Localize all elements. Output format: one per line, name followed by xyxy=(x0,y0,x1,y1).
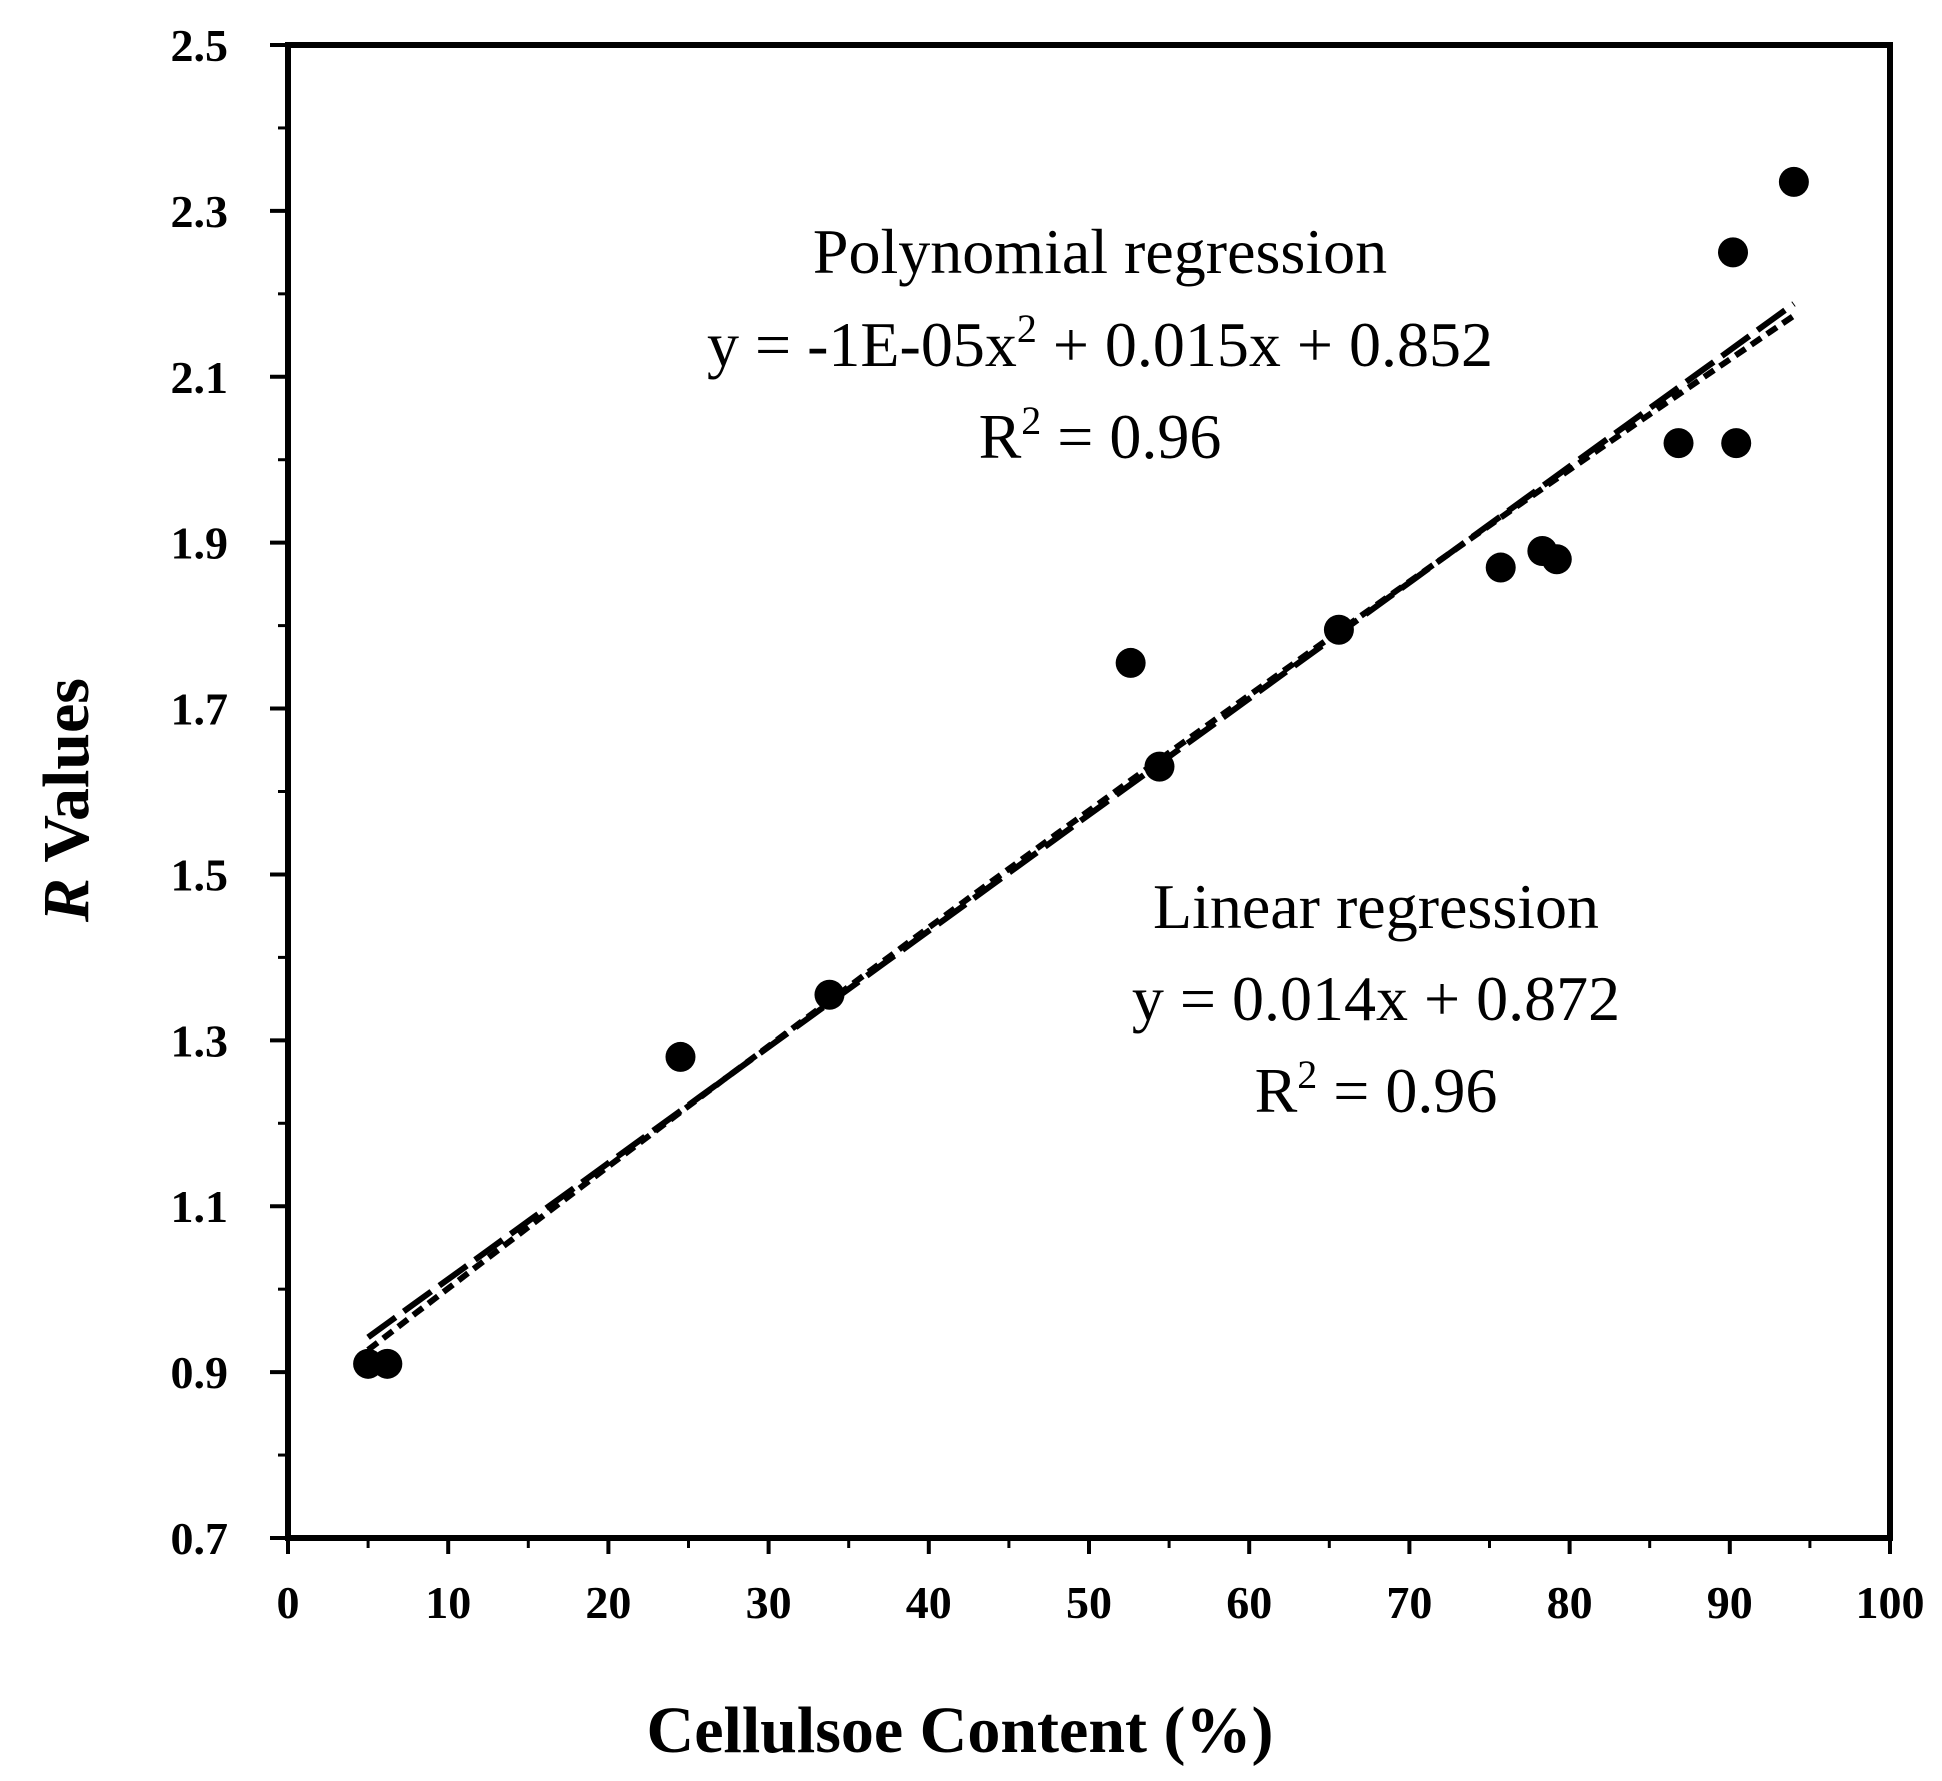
poly-regression-equation: y = -1E-05x2 + 0.015x + 0.852 xyxy=(707,306,1493,380)
x-tick-label: 60 xyxy=(1226,1577,1272,1628)
x-tick-label: 80 xyxy=(1547,1577,1593,1628)
y-tick-label: 1.5 xyxy=(171,849,229,900)
x-tick-label: 40 xyxy=(906,1577,952,1628)
data-points xyxy=(353,166,1809,1379)
x-tick-label: 90 xyxy=(1707,1577,1753,1628)
x-tick-label: 0 xyxy=(277,1577,300,1628)
data-point xyxy=(1144,751,1175,782)
data-point xyxy=(1541,544,1572,575)
y-tick-label: 2.5 xyxy=(171,20,229,71)
y-tick-label: 1.7 xyxy=(171,684,229,735)
y-tick-label: 0.7 xyxy=(171,1513,229,1564)
linear-regression-equation: y = 0.014x + 0.872 xyxy=(1132,963,1620,1034)
data-point xyxy=(1778,166,1809,197)
data-point xyxy=(372,1348,403,1379)
x-tick-label: 50 xyxy=(1066,1577,1112,1628)
data-point xyxy=(1323,614,1354,645)
data-point xyxy=(665,1041,696,1072)
y-tick-label: 1.1 xyxy=(171,1181,229,1232)
plot-area-frame xyxy=(285,42,1893,1541)
x-tick-label: 30 xyxy=(746,1577,792,1628)
data-point xyxy=(1663,428,1694,459)
data-point xyxy=(1721,428,1752,459)
x-tick-label: 70 xyxy=(1386,1577,1432,1628)
data-point xyxy=(1485,552,1516,583)
poly-regression-title: Polynomial regression xyxy=(813,216,1387,287)
data-point xyxy=(1718,237,1749,268)
axis-tick-labels: 0 10 20 30 40 50 60 70 80 90 100 0.7 0.9 1.1 1.3 1.5 1.7… xyxy=(171,20,1925,1628)
y-tick-label: 2.3 xyxy=(171,186,229,237)
linear-trendline xyxy=(366,301,1796,1340)
x-tick-label: 20 xyxy=(585,1577,631,1628)
linear-regression-title: Linear regression xyxy=(1153,871,1599,942)
x-tick-label: 10 xyxy=(425,1577,471,1628)
x-tick-label: 100 xyxy=(1856,1577,1925,1628)
linear-regression-r2: R2 = 0.96 xyxy=(1255,1052,1498,1126)
y-tick-label: 1.9 xyxy=(171,518,229,569)
y-axis-title: R Values xyxy=(30,678,103,923)
data-point xyxy=(814,979,845,1010)
y-tick-label: 1.3 xyxy=(171,1015,229,1066)
trendlines xyxy=(366,301,1796,1353)
y-tick-label: 0.9 xyxy=(171,1347,229,1398)
data-point xyxy=(1115,647,1146,678)
x-axis-title: Cellulsoe Content (%) xyxy=(647,1694,1274,1767)
poly-regression-r2: R2 = 0.96 xyxy=(979,398,1222,472)
y-tick-label: 2.1 xyxy=(171,352,229,403)
polynomial-trendline xyxy=(366,313,1796,1353)
